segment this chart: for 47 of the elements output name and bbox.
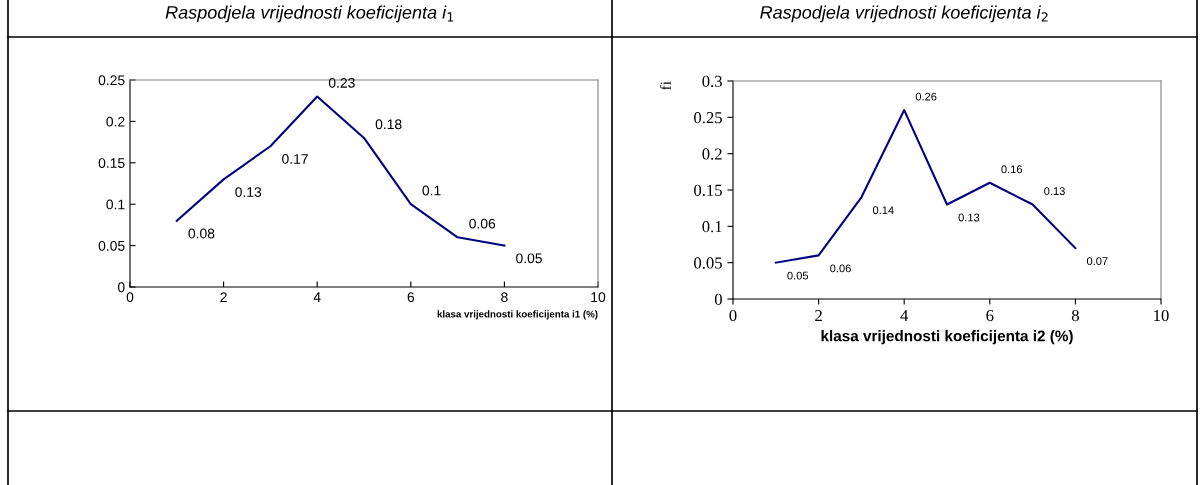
data-label: 0.16 xyxy=(1001,165,1023,174)
y-tick-label: 0.25 xyxy=(98,75,125,86)
x-tick-label: 2 xyxy=(220,292,227,302)
y-tick-label: 0.1 xyxy=(106,199,125,210)
y-tick-label: 0.2 xyxy=(702,148,722,160)
x-tick-label: 10 xyxy=(1154,309,1169,322)
data-label: 0.23 xyxy=(328,77,355,88)
x-tick-label: 6 xyxy=(407,292,415,303)
data-label: 0.13 xyxy=(1044,187,1065,196)
x-tick-label: 10 xyxy=(591,292,606,303)
data-label: 0.13 xyxy=(958,213,980,222)
x-tick-label: 8 xyxy=(1071,309,1079,322)
data-label: 0.05 xyxy=(787,271,809,280)
y-tick-label: 0.15 xyxy=(98,158,125,168)
y-tick-label: 0.05 xyxy=(694,257,722,269)
y-axis-title: fi xyxy=(659,81,671,90)
data-label: 0.07 xyxy=(1086,257,1108,265)
y-tick-label: 0.25 xyxy=(694,112,722,124)
data-label: 0.06 xyxy=(830,264,851,273)
x-axis-title: klasa vrijednosti koeficijenta i1 (%) xyxy=(437,310,598,320)
y-tick-label: 0.3 xyxy=(702,75,722,88)
data-label: 0.26 xyxy=(915,92,937,101)
x-tick-label: 2 xyxy=(815,309,822,321)
x-tick-label: 0 xyxy=(126,292,134,303)
x-tick-label: 8 xyxy=(501,292,508,303)
y-tick-label: 0.05 xyxy=(98,240,125,251)
x-tick-label: 0 xyxy=(729,309,737,322)
y-tick-label: 0.15 xyxy=(694,184,722,197)
y-tick-label: 0.1 xyxy=(702,221,722,233)
data-label: 0.14 xyxy=(872,206,894,215)
x-tick-label: 4 xyxy=(900,310,909,321)
line-series xyxy=(175,95,506,247)
data-label: 0.17 xyxy=(282,154,308,164)
chart-title: Raspodjela vrijednosti koeficijenta i$_{2}$ xyxy=(760,5,1048,23)
x-tick-label: 6 xyxy=(986,309,994,322)
data-label: 0.05 xyxy=(516,253,542,264)
chart-title: Raspodjela vrijednosti koeficijenta i$_{1}$ xyxy=(165,5,454,23)
x-tick-label: 4 xyxy=(313,292,321,302)
data-label: 0.1 xyxy=(422,185,441,196)
line-series xyxy=(774,109,1077,264)
data-label: 0.06 xyxy=(469,218,496,229)
data-label: 0.13 xyxy=(235,187,262,197)
y-tick-label: 0 xyxy=(117,282,125,293)
y-tick-label: 0.2 xyxy=(106,116,125,127)
data-label: 0.08 xyxy=(188,228,215,239)
x-axis-title: klasa vrijednosti koeficijenta i2 (%) xyxy=(821,330,1073,345)
data-label: 0.18 xyxy=(375,119,402,130)
